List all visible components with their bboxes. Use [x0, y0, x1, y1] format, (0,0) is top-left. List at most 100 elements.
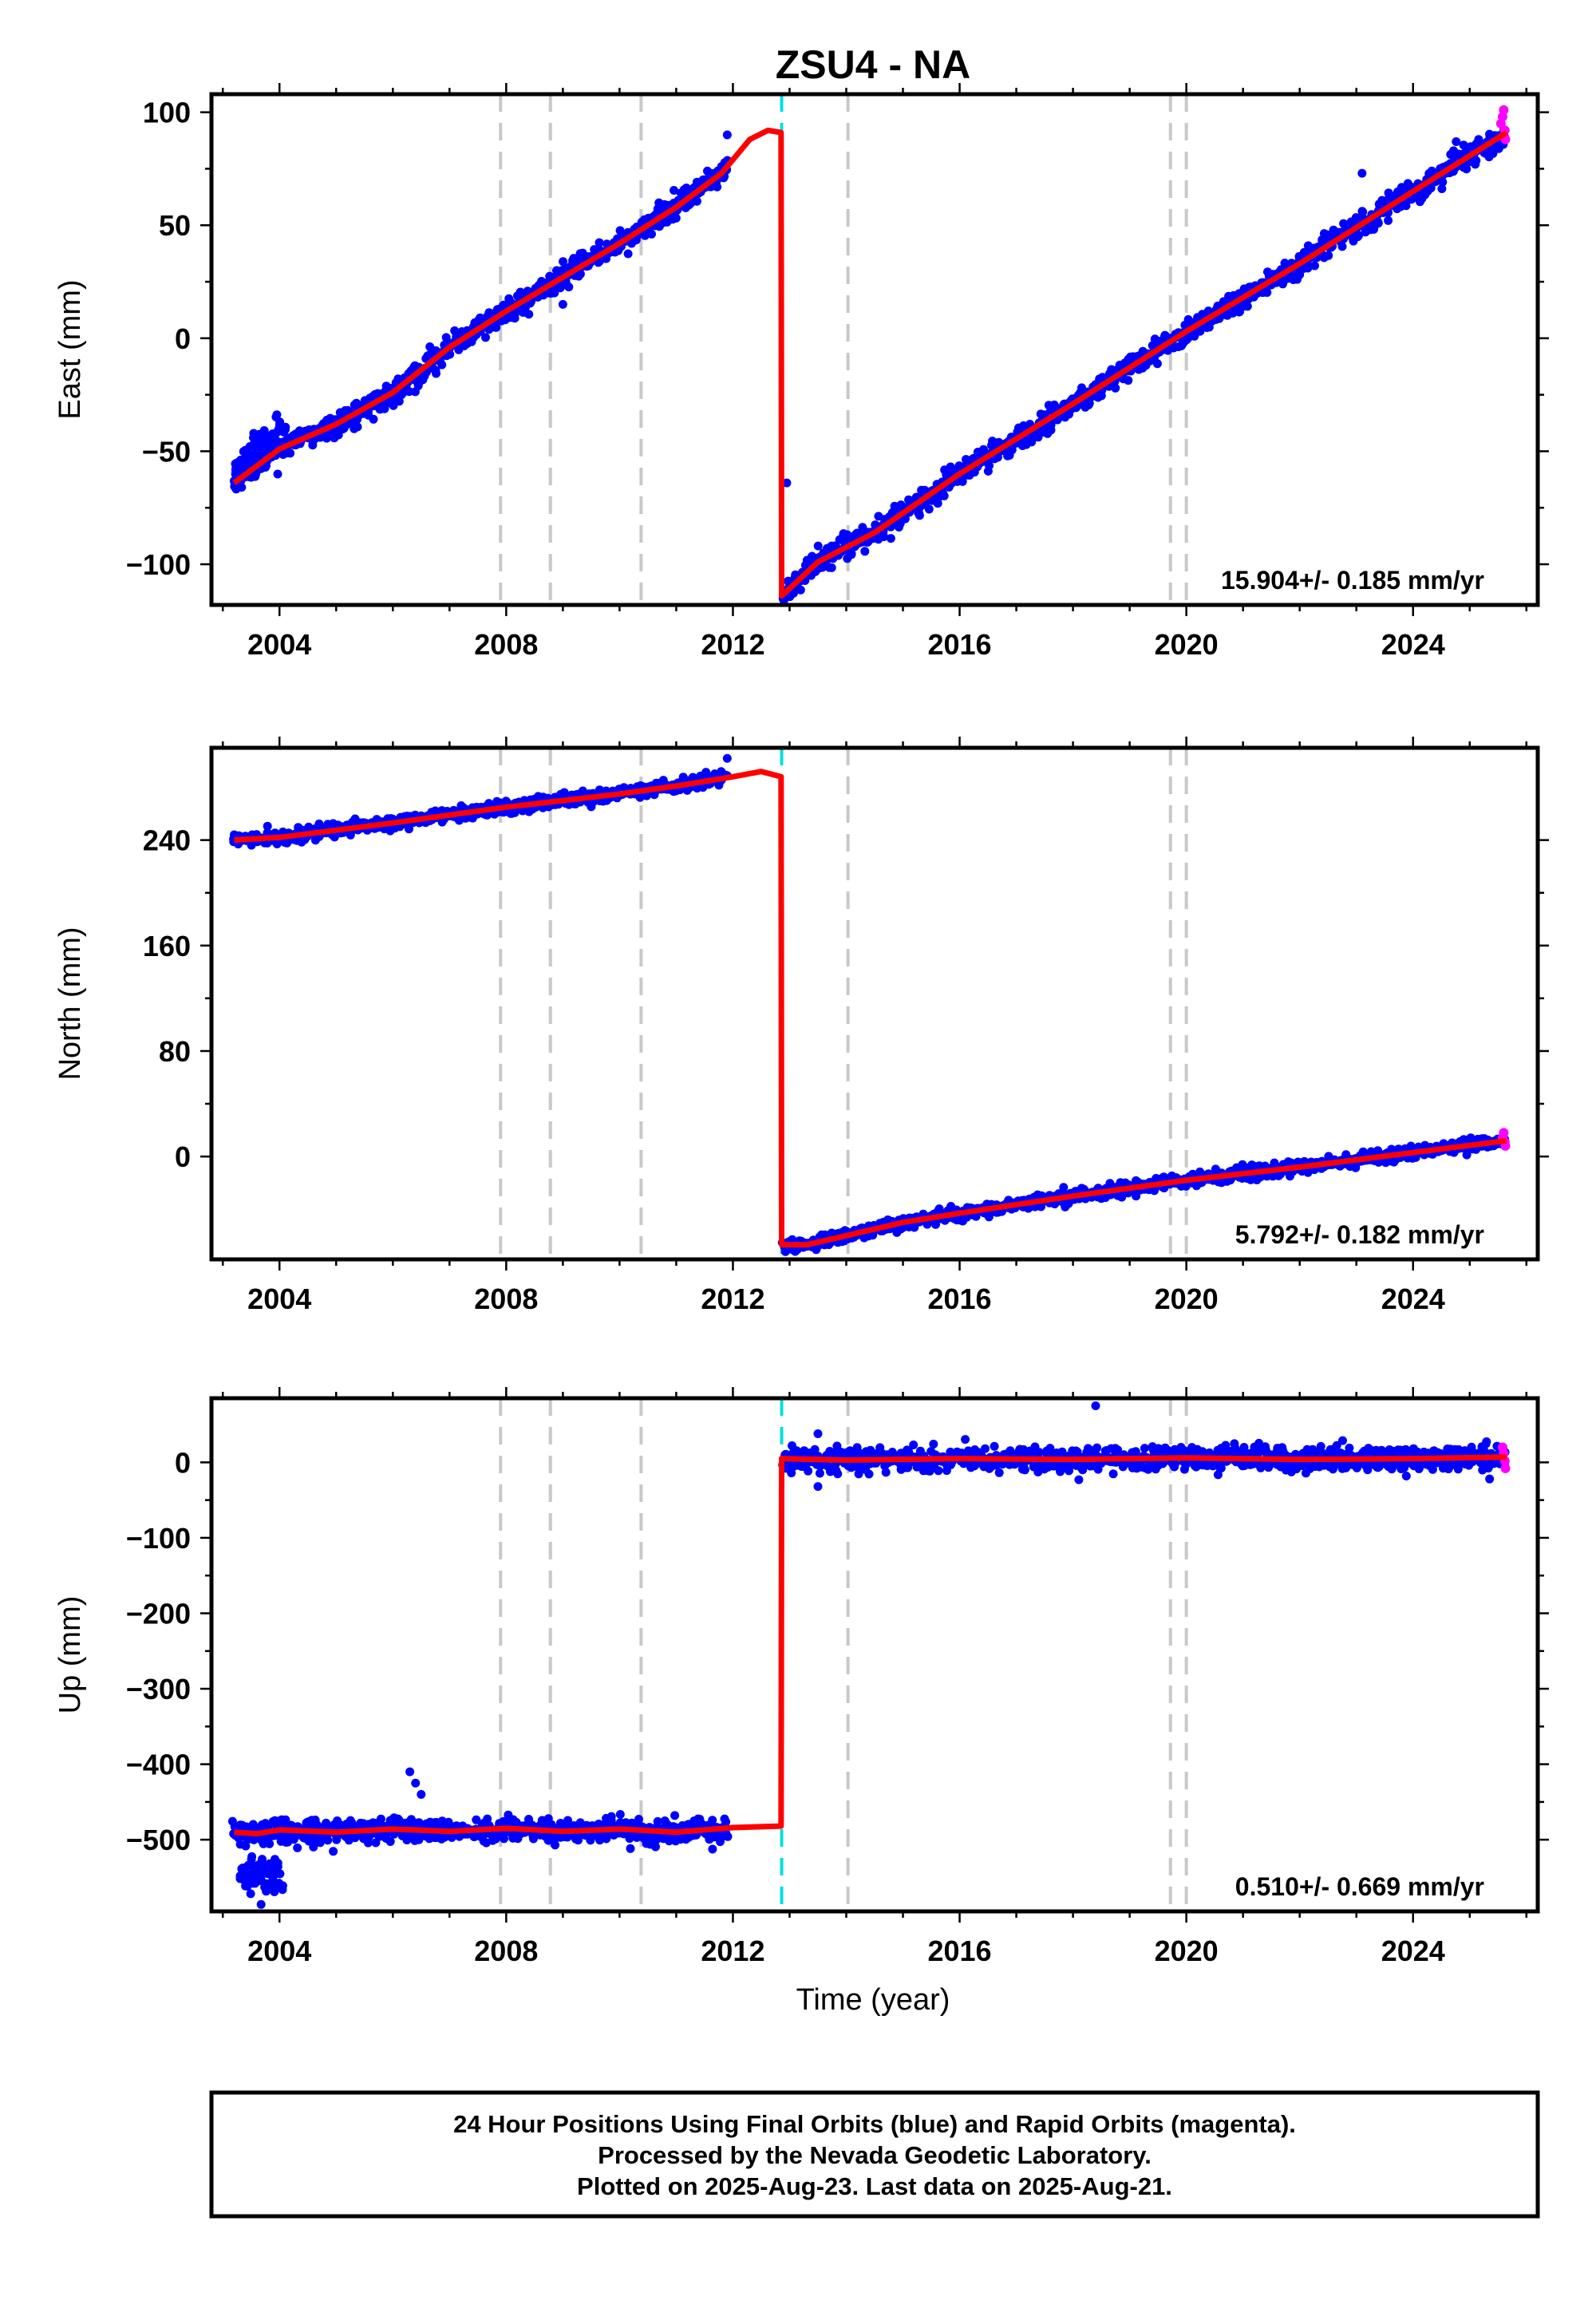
- observation-point: [815, 1468, 824, 1478]
- observation-point: [483, 1814, 492, 1824]
- observation-point: [651, 1842, 660, 1852]
- observation-point: [550, 288, 559, 298]
- observation-point: [708, 1844, 717, 1854]
- observation-point: [1096, 391, 1106, 401]
- observation-series: [229, 753, 1511, 1256]
- observation-point: [864, 1469, 874, 1479]
- outlier-point: [1357, 168, 1367, 178]
- observation-point: [431, 366, 440, 375]
- observation-point: [1324, 251, 1333, 260]
- x-tick-label: 2016: [927, 628, 991, 661]
- observation-point: [595, 1836, 605, 1845]
- observation-point: [886, 534, 895, 543]
- x-tick-label: 2012: [701, 1282, 764, 1315]
- observation-point: [595, 238, 604, 247]
- observation-point: [329, 1847, 338, 1856]
- y-axis-label: North (mm): [53, 927, 87, 1080]
- observation-point: [961, 1435, 970, 1445]
- observation-point: [256, 1899, 266, 1909]
- observation-point: [810, 1445, 820, 1454]
- x-tick-label: 2024: [1381, 1282, 1445, 1315]
- observation-point: [1354, 231, 1364, 240]
- model-fit-line: [232, 127, 1508, 599]
- observation-point: [1401, 201, 1411, 211]
- rapid-orbit-point: [1499, 105, 1509, 115]
- observation-point: [939, 491, 949, 500]
- outlier-point: [782, 478, 792, 488]
- observation-point: [1111, 383, 1120, 393]
- observation-point: [929, 1440, 938, 1448]
- observation-point: [1462, 164, 1472, 174]
- observation-point: [353, 422, 362, 432]
- observation-point: [293, 1843, 302, 1852]
- panel-frame: [209, 745, 1540, 1262]
- observation-point: [708, 1816, 717, 1825]
- plot-area: [229, 748, 1511, 1259]
- observation-point: [1472, 156, 1481, 165]
- observation-point: [713, 182, 722, 192]
- observation-point: [900, 514, 910, 524]
- observation-point: [670, 1811, 680, 1820]
- y-tick-label: 0: [175, 322, 191, 355]
- x-tick-label: 2004: [247, 1282, 311, 1315]
- observation-point: [934, 1204, 944, 1214]
- y-tick-label: −100: [126, 548, 191, 581]
- outlier-point: [722, 130, 732, 140]
- observation-point: [721, 1817, 731, 1827]
- observation-point: [994, 1468, 1004, 1477]
- observation-point: [376, 1814, 385, 1824]
- observation-point: [574, 1836, 583, 1845]
- observation-point: [275, 1869, 285, 1879]
- observation-point: [1438, 177, 1448, 187]
- observation-point: [273, 469, 282, 479]
- observation-point: [263, 821, 272, 831]
- observation-point: [626, 1844, 635, 1853]
- observation-point: [286, 449, 295, 458]
- observation-point: [278, 1881, 287, 1891]
- x-tick-label: 2008: [474, 1282, 538, 1315]
- panel-frame: [209, 92, 1540, 607]
- observation-point: [990, 1441, 999, 1451]
- y-tick-label: 160: [143, 930, 191, 962]
- observation-point: [237, 483, 247, 492]
- y-tick-label: 240: [143, 824, 191, 857]
- observation-point: [670, 186, 678, 195]
- observation-point: [524, 310, 534, 319]
- observation-point: [265, 1839, 275, 1848]
- outlier-point: [791, 1247, 800, 1256]
- chart-title: ZSU4 - NA: [776, 42, 970, 87]
- rapid-orbit-point: [1499, 1128, 1509, 1138]
- observation-point: [623, 249, 633, 259]
- observation-point: [492, 322, 501, 332]
- model-fit-line: [234, 769, 1507, 1248]
- observation-series: [229, 105, 1511, 605]
- x-tick-label: 2008: [474, 628, 538, 661]
- plot-area: [227, 1398, 1511, 1911]
- y-tick-label: −50: [142, 435, 191, 468]
- observation-point: [827, 563, 836, 572]
- observation-point: [671, 213, 681, 223]
- observation-point: [1373, 219, 1383, 228]
- outlier-point: [558, 299, 567, 309]
- x-tick-label: 2004: [247, 628, 311, 661]
- observation-point: [833, 1469, 843, 1479]
- observation-point: [634, 1815, 643, 1824]
- observation-point: [881, 1468, 891, 1477]
- outlier-point: [722, 753, 732, 763]
- y-axis-label: East (mm): [53, 279, 87, 419]
- observation-point: [1358, 207, 1368, 216]
- observation-point: [647, 229, 656, 239]
- observation-point: [1437, 184, 1447, 193]
- observation-point: [281, 1815, 290, 1824]
- observation-point: [847, 548, 856, 558]
- y-tick-label: 100: [143, 97, 191, 129]
- observation-point: [564, 283, 574, 292]
- y-tick-label: 80: [159, 1035, 191, 1068]
- observation-point: [241, 1841, 251, 1851]
- observation-point: [481, 333, 490, 342]
